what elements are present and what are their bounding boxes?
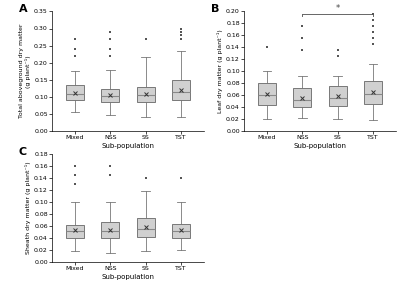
PathPatch shape	[172, 80, 190, 100]
PathPatch shape	[294, 88, 311, 107]
PathPatch shape	[329, 86, 346, 106]
Text: A: A	[18, 4, 27, 14]
Text: B: B	[210, 4, 219, 14]
PathPatch shape	[172, 224, 190, 238]
Y-axis label: Total aboveground dry matter
(g plant⁻¹): Total aboveground dry matter (g plant⁻¹)	[19, 24, 31, 119]
Text: C: C	[18, 147, 27, 157]
PathPatch shape	[66, 85, 84, 100]
PathPatch shape	[364, 81, 382, 103]
Y-axis label: Sheath dry matter (g plant⁻¹): Sheath dry matter (g plant⁻¹)	[25, 162, 31, 254]
PathPatch shape	[66, 225, 84, 238]
PathPatch shape	[137, 218, 154, 237]
Y-axis label: Leaf dry matter (g plant⁻¹): Leaf dry matter (g plant⁻¹)	[217, 29, 223, 113]
Text: *: *	[336, 4, 340, 13]
X-axis label: Sub-population: Sub-population	[294, 143, 346, 149]
PathPatch shape	[102, 223, 119, 238]
PathPatch shape	[137, 87, 154, 102]
PathPatch shape	[258, 83, 276, 105]
X-axis label: Sub-population: Sub-population	[102, 274, 154, 280]
PathPatch shape	[102, 89, 119, 102]
X-axis label: Sub-population: Sub-population	[102, 143, 154, 149]
